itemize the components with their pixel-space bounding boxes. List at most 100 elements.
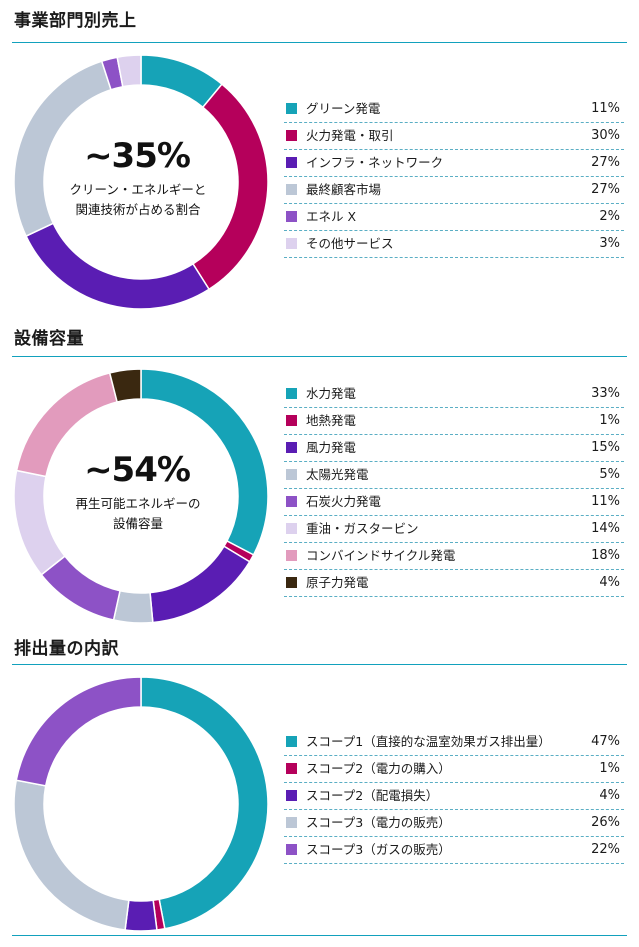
- legend-item: 地熱発電 1%: [284, 408, 624, 435]
- legend-value: 26%: [591, 815, 620, 830]
- center-value: ~54%: [84, 450, 191, 490]
- legend-value: 11%: [591, 494, 620, 509]
- donut-slice-スコープ3-電力の販売: [13, 779, 130, 931]
- legend-value: 22%: [591, 842, 620, 857]
- legend-value: 27%: [591, 182, 620, 197]
- legend-swatch: [286, 523, 297, 534]
- legend-item: スコープ1（直接的な温室効果ガス排出量） 47%: [284, 729, 624, 756]
- legend-swatch: [286, 736, 297, 747]
- legend-item: コンバインドサイクル発電 18%: [284, 543, 624, 570]
- legend-label: グリーン発電: [306, 101, 381, 116]
- legend-value: 14%: [591, 521, 620, 536]
- donut-chart-sales: [13, 54, 269, 310]
- legend-swatch: [286, 550, 297, 561]
- legend-label: スコープ2（電力の購入）: [306, 761, 451, 776]
- legend-item: 重油・ガスタービン 14%: [284, 516, 624, 543]
- section-emissions-breakdown: 排出量の内訳 スコープ1（直接的な温室効果ガス排出量） 47% スコープ2（電力の購…: [0, 628, 639, 947]
- legend-swatch: [286, 577, 297, 588]
- donut-slice-その他サービス: [116, 54, 142, 88]
- legend-value: 1%: [599, 413, 620, 428]
- legend-label: 最終顧客市場: [306, 182, 382, 197]
- divider: [12, 664, 627, 665]
- legend-value: 2%: [599, 209, 620, 224]
- legend-swatch: [286, 238, 297, 249]
- legend-label: 風力発電: [306, 440, 357, 455]
- section-sales-by-segment: 事業部門別売上 ~35% クリーン・エネルギーと 関連技術が占める割合 グリーン…: [0, 0, 639, 312]
- legend-item: インフラ・ネットワーク 27%: [284, 150, 624, 177]
- donut-slice-スコープ3-ガスの販売: [15, 676, 142, 787]
- divider-bottom: [12, 935, 627, 936]
- legend-value: 27%: [591, 155, 620, 170]
- legend-value: 18%: [591, 548, 620, 563]
- legend-item: スコープ3（電力の販売） 26%: [284, 810, 624, 837]
- legend-emissions: スコープ1（直接的な温室効果ガス排出量） 47% スコープ2（電力の購入） 1% スコー…: [284, 729, 624, 864]
- legend-value: 4%: [599, 788, 620, 803]
- legend-item: その他サービス 3%: [284, 231, 624, 258]
- legend-item: スコープ2（電力の購入） 1%: [284, 756, 624, 783]
- legend-value: 1%: [599, 761, 620, 776]
- section-installed-capacity: 設備容量 ~54% 再生可能エネルギーの 設備容量 水力発電 33% 地熱発電 1% 風…: [0, 318, 639, 628]
- legend-swatch: [286, 844, 297, 855]
- legend-item: エネル X 2%: [284, 204, 624, 231]
- center-value: ~35%: [84, 136, 191, 176]
- donut-slice-原子力発電: [108, 368, 142, 403]
- donut-slice-スコープ2-配電損失: [124, 899, 158, 932]
- center-label-line-2: 関連技術が占める割合: [75, 202, 201, 217]
- center-label-line-1: クリーン・エネルギーと: [69, 182, 207, 197]
- legend-label: スコープ2（配電損失）: [306, 788, 439, 803]
- legend-value: 15%: [591, 440, 620, 455]
- legend-label: 原子力発電: [306, 575, 369, 590]
- legend-item: スコープ3（ガスの販売） 22%: [284, 837, 624, 864]
- legend-sales: グリーン発電 11% 火力発電・取引 30% インフラ・ネットワーク 27% 最終顧客市場 2…: [284, 96, 624, 258]
- legend-item: 最終顧客市場 27%: [284, 177, 624, 204]
- legend-swatch: [286, 442, 297, 453]
- legend-label: 重油・ガスタービン: [306, 521, 419, 536]
- legend-label: 太陽光発電: [306, 467, 369, 482]
- legend-value: 5%: [599, 467, 620, 482]
- legend-item: 火力発電・取引 30%: [284, 123, 624, 150]
- legend-swatch: [286, 415, 297, 426]
- legend-label: コンバインドサイクル発電: [306, 548, 456, 563]
- legend-label: 火力発電・取引: [306, 128, 394, 143]
- section-title: 設備容量: [14, 329, 84, 349]
- legend-item: 石炭火力発電 11%: [284, 489, 624, 516]
- legend-label: スコープ1（直接的な温室効果ガス排出量）: [306, 734, 551, 749]
- legend-item: スコープ2（配電損失） 4%: [284, 783, 624, 810]
- legend-swatch: [286, 130, 297, 141]
- legend-swatch: [286, 184, 297, 195]
- legend-value: 3%: [599, 236, 620, 251]
- legend-label: その他サービス: [306, 236, 394, 251]
- legend-label: 水力発電: [306, 386, 357, 401]
- legend-label: インフラ・ネットワーク: [306, 155, 444, 170]
- legend-item: 風力発電 15%: [284, 435, 624, 462]
- legend-label: スコープ3（ガスの販売）: [306, 842, 451, 857]
- legend-label: 石炭火力発電: [306, 494, 382, 509]
- legend-item: グリーン発電 11%: [284, 96, 624, 123]
- legend-label: エネル X: [306, 209, 357, 224]
- legend-value: 11%: [591, 101, 620, 116]
- legend-item: 太陽光発電 5%: [284, 462, 624, 489]
- legend-capacity: 水力発電 33% 地熱発電 1% 風力発電 15% 太陽光発電 5% 石炭火力発電 11% 重油・ガ…: [284, 381, 624, 597]
- center-label-line-1: 再生可能エネルギーの: [75, 496, 201, 511]
- donut-slice-風力発電: [149, 545, 251, 624]
- legend-swatch: [286, 496, 297, 507]
- donut-slice-スコープ1-直接的な温室効果ガス排出量: [140, 676, 269, 930]
- legend-swatch: [286, 211, 297, 222]
- legend-value: 30%: [591, 128, 620, 143]
- legend-swatch: [286, 388, 297, 399]
- legend-swatch: [286, 469, 297, 480]
- divider: [12, 42, 627, 43]
- legend-value: 47%: [591, 734, 620, 749]
- legend-swatch: [286, 103, 297, 114]
- legend-swatch: [286, 157, 297, 168]
- legend-swatch: [286, 817, 297, 828]
- section-title: 事業部門別売上: [14, 11, 137, 31]
- donut-chart-emissions: [13, 676, 269, 932]
- donut-slice-インフラ-ネットワーク: [25, 222, 211, 310]
- legend-value: 4%: [599, 575, 620, 590]
- legend-value: 33%: [591, 386, 620, 401]
- legend-item: 水力発電 33%: [284, 381, 624, 408]
- legend-label: 地熱発電: [306, 413, 357, 428]
- divider: [12, 356, 627, 357]
- legend-swatch: [286, 790, 297, 801]
